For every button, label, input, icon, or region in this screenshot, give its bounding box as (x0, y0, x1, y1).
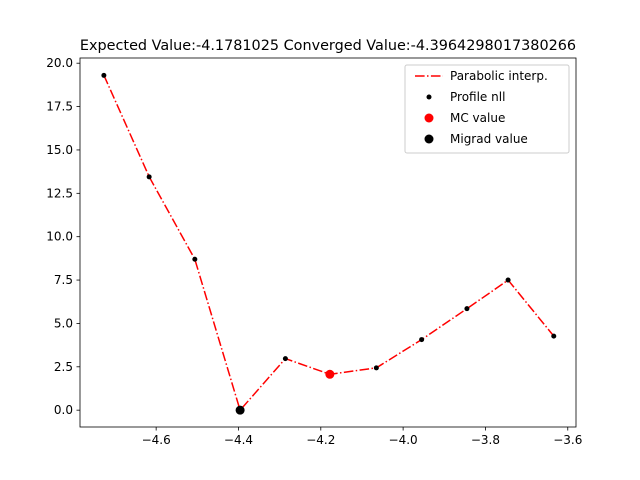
axis-layer: −4.6 −4.4 −4.2 −4.0 −3.8 −3.6 0.0 2.5 5.0 7.5 10.0… (46, 56, 582, 447)
profile-nll-point (282, 356, 288, 362)
profile-nll-point (146, 174, 152, 180)
y-tick-label: 12.5 (46, 186, 73, 200)
legend-handle-mc-value (424, 113, 434, 123)
axes-frame (79, 57, 577, 428)
y-tick-label: 20.0 (46, 56, 73, 70)
x-tick-label: −4.4 (224, 433, 253, 447)
y-tick-label: 10.0 (46, 230, 73, 244)
plot-layer (101, 72, 557, 415)
profile-nll-point (505, 277, 511, 283)
y-tick-label: 15.0 (46, 143, 73, 157)
legend-label-mc-value: MC value (450, 111, 505, 125)
y-tick-label: 7.5 (54, 273, 73, 287)
legend-box (404, 64, 570, 154)
chart-title: Expected Value:-4.1781025 Converged Valu… (80, 38, 576, 54)
legend-label-parabolic-interp: Parabolic interp. (450, 69, 548, 83)
legend: Parabolic interp. Profile nll MC value Migr… (404, 64, 570, 154)
mc-value-marker (325, 369, 335, 379)
y-tick-label: 17.5 (46, 100, 73, 114)
profile-nll-point (419, 337, 425, 343)
legend-handle-migrad-value (424, 134, 434, 144)
x-tick-label: −3.6 (553, 433, 582, 447)
x-tick-label: −4.2 (306, 433, 335, 447)
x-tick-label: −3.8 (471, 433, 500, 447)
legend-label-profile-nll: Profile nll (450, 90, 505, 104)
profile-nll-point (464, 306, 470, 312)
x-tick-label: −4.0 (389, 433, 418, 447)
profile-nll-point (192, 256, 198, 262)
y-tick-label: 2.5 (54, 360, 73, 374)
legend-handle-profile-nll (426, 94, 432, 100)
profile-nll-point (551, 333, 557, 339)
y-tick-label: 5.0 (54, 316, 73, 330)
profile-nll-point (101, 72, 107, 78)
y-tick-label: 0.0 (54, 403, 73, 417)
legend-label-migrad-value: Migrad value (450, 132, 528, 146)
profile-nll-point (373, 365, 379, 371)
migrad-value-marker (235, 405, 245, 415)
x-tick-label: −4.6 (142, 433, 171, 447)
